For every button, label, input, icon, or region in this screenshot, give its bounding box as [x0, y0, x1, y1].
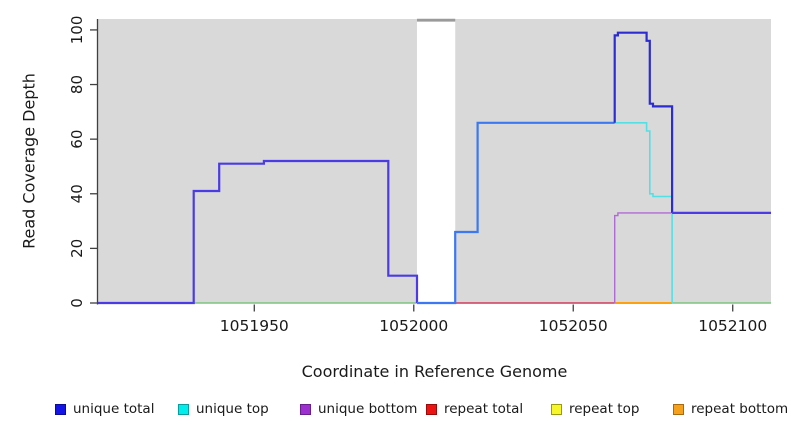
x-tick-label: 1052050: [539, 317, 608, 335]
legend-item-repeat-bottom: repeat bottom: [673, 401, 788, 417]
legend-label: repeat total: [444, 401, 524, 417]
legend-item-unique-bottom: unique bottom: [300, 401, 417, 417]
series-line-unique-top: [614, 122, 673, 303]
x-tick-label: 1052100: [698, 317, 767, 335]
y-tick-label: 20: [68, 239, 86, 258]
legend-label: unique top: [196, 401, 269, 417]
y-tick-label: 100: [68, 16, 86, 45]
legend-swatch-icon: [178, 403, 189, 415]
legend-item-repeat-total: repeat total: [426, 401, 523, 417]
series-line-unique-total-left: [98, 159, 419, 305]
legend-swatch-icon: [55, 403, 66, 415]
y-tick-label: 40: [68, 184, 86, 203]
x-tick-label: 1051950: [220, 317, 289, 335]
legend-label: repeat top: [569, 401, 640, 417]
legend-swatch-icon: [426, 403, 437, 415]
coverage-gap-region: [416, 21, 456, 303]
legend-item-unique-top: unique top: [178, 401, 269, 417]
legend-label: unique total: [73, 401, 155, 417]
legend-item-repeat-top: repeat top: [551, 401, 639, 417]
series-line-unique-total-peak: [613, 31, 674, 213]
y-axis-title: Read Coverage Depth: [19, 73, 39, 249]
series-line-unique-total-gap-and-rise: [417, 121, 615, 305]
legend-label: repeat bottom: [691, 401, 789, 417]
plot-area: 0 20 40 60 80 100 1051950 1052000 1052050 1052100: [68, 16, 771, 335]
y-tick-label: 0: [68, 298, 86, 308]
legend-label: unique bottom: [318, 401, 418, 417]
legend-item-unique-total: unique total: [55, 401, 154, 417]
legend-swatch-icon: [551, 403, 562, 415]
x-tick-label: 1052000: [379, 317, 448, 335]
y-tick-label: 80: [68, 75, 86, 94]
x-axis-title: Coordinate in Reference Genome: [301, 362, 568, 381]
y-tick-label: 60: [68, 130, 86, 149]
legend-swatch-icon: [300, 403, 311, 415]
series-line-unique-bottom: [614, 212, 771, 303]
legend: unique total unique top unique bottom repea…: [0, 401, 792, 417]
legend-swatch-icon: [673, 403, 684, 415]
